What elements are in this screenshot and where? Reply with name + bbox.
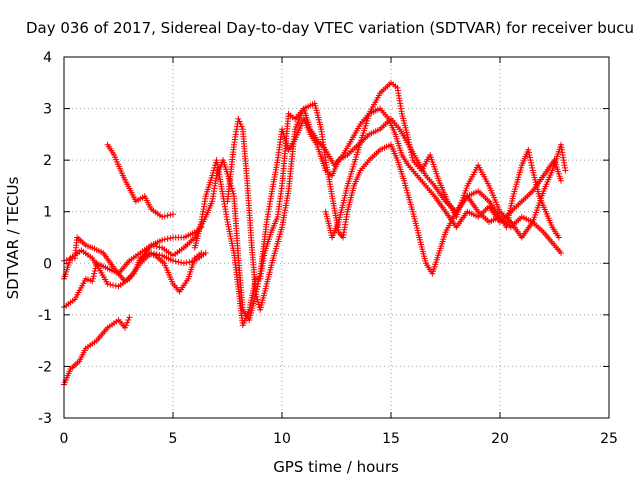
y-axis-label: SDTVAR / TECUs — [4, 176, 22, 299]
series-trace — [63, 317, 130, 385]
data-point-marker — [122, 324, 128, 331]
data-point-marker — [252, 291, 259, 298]
data-point-marker — [167, 211, 174, 218]
data-point-marker — [125, 317, 132, 323]
x-tick-label: 10 — [273, 431, 291, 447]
y-tick-label: 2 — [43, 153, 52, 169]
data-point-marker — [126, 314, 133, 321]
data-point-marker — [104, 280, 111, 287]
series-arc-d — [61, 247, 209, 290]
axis-ticks — [63, 56, 610, 419]
data-point-marker — [170, 211, 176, 218]
data-point-marker — [148, 250, 155, 256]
x-tick-label: 0 — [60, 431, 69, 447]
data-point-marker — [153, 243, 160, 250]
data-point-marker — [148, 242, 155, 249]
chart-title: Day 036 of 2017, Sidereal Day-to-day VTE… — [26, 19, 634, 37]
data-point-marker — [235, 115, 242, 122]
data-point-marker — [525, 146, 532, 153]
data-point-marker — [175, 259, 182, 265]
data-point-marker — [237, 121, 244, 127]
x-tick-label: 15 — [382, 431, 400, 447]
series-arc-a — [61, 314, 133, 388]
data-point-marker — [210, 167, 217, 174]
data-point-marker — [161, 236, 168, 243]
series-trace — [107, 144, 174, 218]
data-point-marker — [159, 237, 166, 244]
grid — [64, 57, 609, 418]
data-point-marker — [153, 251, 160, 258]
data-point-marker — [555, 234, 562, 241]
data-point-marker — [123, 322, 130, 329]
data-point-marker — [558, 177, 564, 184]
data-point-marker — [164, 235, 171, 242]
tick-labels: 0 5 10 15 20 25 -3 -2 -1 0 1 2 3 4 — [38, 50, 618, 447]
y-tick-label: 3 — [43, 102, 52, 118]
data-point-marker — [150, 250, 157, 257]
data-point-marker — [527, 157, 534, 164]
data-point-marker — [112, 282, 119, 289]
data-point-marker — [161, 213, 168, 220]
data-point-marker — [189, 258, 196, 265]
y-tick-label: 0 — [43, 256, 52, 272]
plot-frame — [63, 56, 610, 419]
data-point-marker — [150, 242, 157, 249]
data-point-marker — [558, 250, 564, 256]
data-point-marker — [90, 273, 97, 280]
data-point-marker — [110, 282, 116, 289]
data-point-marker — [562, 167, 569, 174]
data-point-marker — [107, 281, 114, 288]
series-arc-h — [224, 100, 562, 313]
data-point-marker — [156, 244, 163, 251]
data-point-marker — [528, 162, 535, 169]
data-point-marker — [90, 275, 96, 282]
data-point-marker — [526, 152, 533, 158]
series-arc-e — [104, 141, 176, 220]
data-point-marker — [238, 123, 245, 130]
y-tick-label: -2 — [38, 359, 52, 375]
x-tick-label: 25 — [600, 431, 618, 447]
data-point-marker — [124, 319, 131, 326]
data-point-marker — [209, 172, 216, 179]
data-point-marker — [156, 251, 163, 258]
data-point-marker — [186, 259, 193, 265]
data-point-marker — [183, 259, 190, 266]
data-point-marker — [164, 212, 171, 219]
series-arc-g — [191, 105, 564, 329]
data-point-marker — [408, 152, 415, 158]
data-point-marker — [172, 258, 179, 265]
data-point-marker — [167, 235, 174, 242]
x-tick-label: 20 — [491, 431, 509, 447]
x-axis-label: GPS time / hours — [273, 458, 399, 476]
plot-area — [61, 79, 569, 388]
data-point-marker — [254, 296, 261, 303]
data-point-marker — [159, 213, 166, 220]
data-point-marker — [202, 250, 209, 256]
series-arc-i — [322, 79, 569, 241]
y-tick-label: -1 — [38, 308, 52, 324]
data-point-marker — [178, 259, 185, 266]
series-arc-b — [61, 224, 205, 311]
y-tick-label: 4 — [43, 50, 52, 66]
data-point-marker — [180, 260, 187, 267]
data-point-marker — [407, 146, 414, 153]
data-point-marker — [405, 136, 412, 143]
y-tick-label: 1 — [43, 205, 52, 221]
x-tick-label: 5 — [169, 431, 178, 447]
y-tick-label: -3 — [38, 411, 52, 427]
data-point-marker — [253, 293, 260, 300]
data-point-marker — [91, 268, 98, 274]
data-point-marker — [170, 257, 176, 264]
data-point-marker — [406, 141, 413, 148]
data-point-marker — [91, 270, 98, 277]
